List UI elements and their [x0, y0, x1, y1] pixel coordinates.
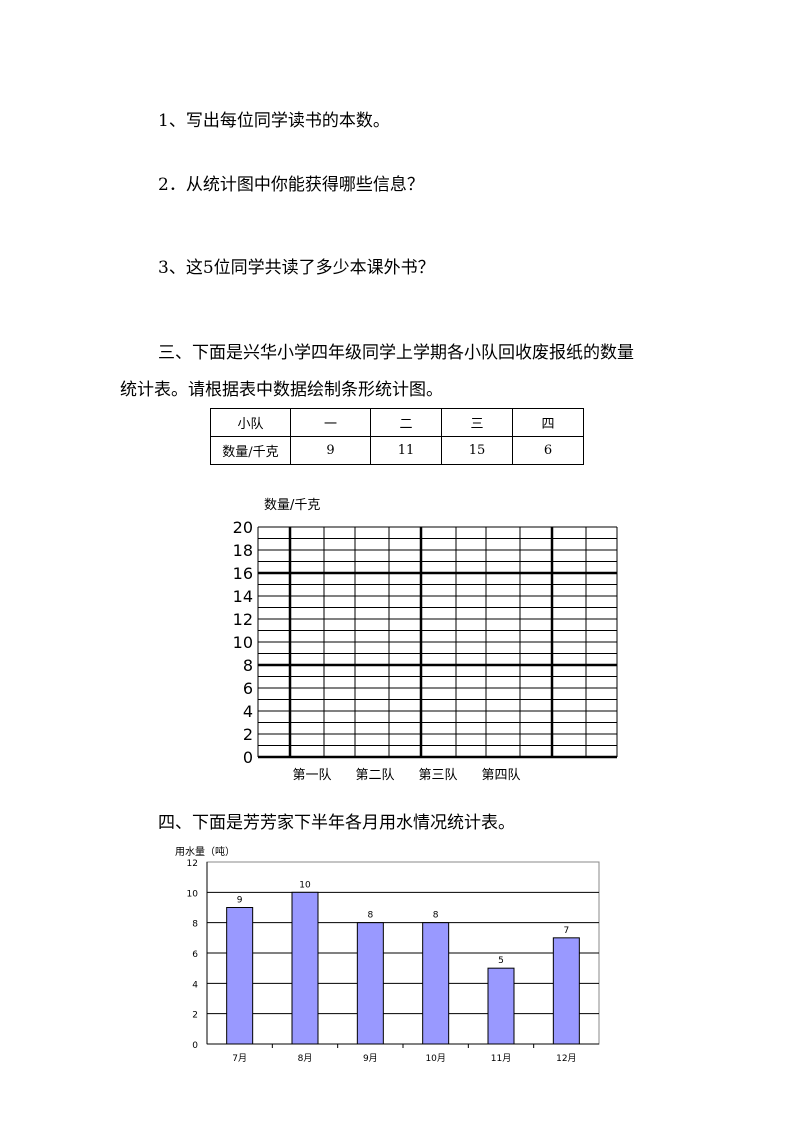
y-tick-label: 4	[192, 980, 198, 990]
y-tick-label: 10	[233, 633, 253, 652]
table-cell: 6	[512, 436, 584, 465]
bar	[356, 922, 384, 1045]
y-tick-label: 4	[243, 702, 253, 721]
data-label: 5	[498, 956, 504, 966]
y-tick-label: 2	[192, 1011, 198, 1021]
data-label: 8	[367, 911, 373, 921]
x-tick-label: 7月	[232, 1053, 247, 1064]
x-tick-label: 12月	[556, 1053, 576, 1064]
y-tick-label: 6	[192, 950, 198, 960]
bar	[552, 937, 580, 1045]
x-tick-label: 11月	[491, 1053, 511, 1064]
y-tick-label: 6	[243, 679, 253, 698]
y-tick-label: 2	[243, 725, 253, 744]
table-header-row: 小队 一 二 三 四	[210, 408, 584, 437]
y-tick-label: 8	[243, 656, 253, 675]
bar	[422, 922, 450, 1045]
x-tick-label: 第二队	[355, 768, 394, 783]
blank-bar-chart-grid: 数量/千克 0 2 4 6 8 10 12 14 16 18 20 第一队 第二队 第三队 第四队	[233, 498, 618, 783]
y-tick-label: 10	[187, 889, 199, 899]
section3-line2: 统计表。请根据表中数据绘制条形统计图。	[120, 380, 443, 400]
y-tick-label: 8	[192, 920, 198, 930]
section3-line1: 三、下面是兴华小学四年级同学上学期各小队回收废报纸的数量	[158, 343, 634, 363]
data-table: 小队 一 二 三 四 数量/千克 9 11 15 6	[210, 408, 584, 465]
x-tick-label: 8月	[298, 1053, 313, 1064]
y-tick-label: 12	[233, 610, 253, 629]
y-tick-label: 12	[187, 859, 198, 869]
table-cell: 一	[290, 408, 371, 437]
section4-line: 四、下面是芳芳家下半年各月用水情况统计表。	[158, 813, 515, 833]
table-cell: 小队	[210, 408, 291, 437]
data-label: 10	[299, 880, 311, 890]
table-cell: 15	[441, 436, 513, 465]
water-usage-bar-chart: 用水量（吨） 0 2 4 6 8 10 12 9 7月 10 8月 8 9月 8 10月 5 11月 7 12月	[175, 845, 600, 1064]
data-label: 7	[563, 926, 569, 936]
y-tick-label: 18	[233, 541, 253, 560]
table-cell: 三	[441, 408, 513, 437]
x-tick-label: 第一队	[292, 768, 331, 783]
x-tick-label: 10月	[425, 1053, 445, 1064]
y-tick-label: 0	[243, 748, 253, 767]
x-tick-label: 9月	[363, 1053, 378, 1064]
table-row: 数量/千克 9 11 15 6	[210, 436, 584, 465]
question-3: 3、这5位同学共读了多少本课外书？	[158, 258, 435, 278]
question-1: 1、写出每位同学读书的本数。	[158, 111, 390, 131]
y-axis-label: 用水量（吨）	[175, 845, 235, 858]
y-tick-label: 14	[233, 587, 253, 606]
x-tick-label: 第三队	[418, 768, 457, 783]
y-axis-label: 数量/千克	[264, 498, 320, 513]
question-2: 2．从统计图中你能获得哪些信息？	[158, 175, 424, 195]
table-cell: 四	[512, 408, 584, 437]
x-tick-label: 第四队	[481, 768, 520, 783]
data-label: 8	[433, 911, 439, 921]
bar	[291, 891, 319, 1045]
y-tick-label: 20	[233, 518, 253, 537]
data-label: 9	[237, 896, 243, 906]
y-tick-label: 0	[192, 1041, 198, 1051]
bar	[226, 907, 254, 1045]
y-tick-label: 16	[233, 564, 253, 583]
bar	[487, 967, 515, 1045]
